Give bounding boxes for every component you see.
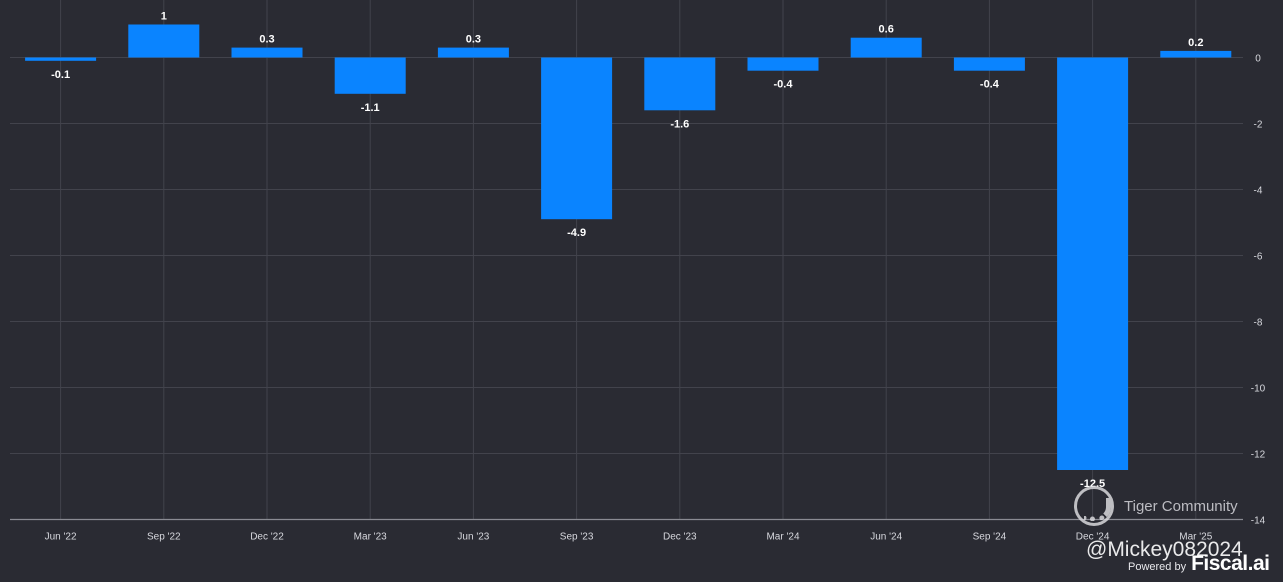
bar — [644, 57, 716, 111]
bar — [437, 47, 509, 58]
x-tick-label: Mar '25 — [1179, 532, 1212, 543]
bar-value-label: -1.6 — [670, 118, 689, 130]
bar-value-label: 0.6 — [879, 24, 894, 36]
y-tick-label: -12 — [1251, 450, 1266, 461]
bar-value-label: 0.2 — [1188, 37, 1203, 49]
bar — [128, 24, 200, 58]
powered-by-label: Powered by — [1128, 561, 1187, 573]
y-axis-tick-labels: 0 -2 -4 -6 -8 -10 -12 -14 — [1251, 54, 1266, 527]
bar-value-label: -0.1 — [51, 69, 70, 81]
bar-value-label: 1 — [161, 11, 167, 23]
bar-value-labels: -0.110.3-1.10.3-4.9-1.6-0.40.6-0.4-12.50… — [51, 11, 1203, 491]
powered-by-credit: Powered by Fiscal.ai — [1128, 552, 1270, 576]
tiger-logo-icon — [1074, 486, 1114, 526]
bar-value-label: -0.4 — [774, 79, 794, 91]
bar — [953, 57, 1025, 71]
bar — [1160, 50, 1232, 58]
x-tick-label: Dec '23 — [663, 532, 697, 543]
y-tick-label: 0 — [1255, 54, 1261, 65]
bar — [850, 37, 922, 58]
y-tick-label: -14 — [1251, 516, 1266, 527]
bar — [1057, 57, 1129, 470]
horizontal-gridlines — [10, 57, 1243, 454]
bars — [25, 24, 1232, 470]
x-tick-label: Dec '24 — [1076, 532, 1110, 543]
brand-name: Fiscal.ai — [1191, 552, 1270, 575]
y-tick-label: -10 — [1251, 384, 1266, 395]
watermark-handle: @Mickey082024 — [1086, 538, 1243, 561]
y-tick-label: -4 — [1254, 186, 1263, 197]
bar-value-label: -4.9 — [567, 227, 586, 239]
x-tick-label: Sep '23 — [560, 532, 594, 543]
bar — [334, 57, 406, 94]
bar-value-label: 0.3 — [259, 34, 274, 46]
x-tick-label: Mar '23 — [354, 532, 387, 543]
x-tick-label: Mar '24 — [766, 532, 799, 543]
y-tick-label: -8 — [1254, 318, 1263, 329]
x-tick-label: Jun '24 — [870, 532, 902, 543]
x-tick-label: Sep '22 — [147, 532, 181, 543]
bar — [231, 47, 303, 58]
vertical-gridlines — [60, 0, 1197, 520]
y-tick-label: -6 — [1254, 252, 1263, 263]
tiger-community-watermark: Tiger Community — [1074, 486, 1238, 526]
bar-value-label: -1.1 — [361, 102, 380, 114]
x-tick-label: Dec '22 — [250, 532, 284, 543]
x-tick-label: Jun '22 — [45, 532, 77, 543]
bar — [541, 57, 613, 220]
bar — [747, 57, 819, 71]
y-tick-label: -2 — [1254, 120, 1263, 131]
watermark-community-text: Tiger Community — [1124, 497, 1238, 515]
x-tick-label: Sep '24 — [973, 532, 1007, 543]
bar-value-label: -0.4 — [980, 79, 1000, 91]
bar-value-label: 0.3 — [466, 34, 481, 46]
bar — [25, 57, 97, 61]
x-axis-tick-labels: Jun '22 Sep '22 Dec '22 Mar '23 Jun '23 Sep '… — [45, 532, 1213, 543]
x-tick-label: Jun '23 — [457, 532, 489, 543]
